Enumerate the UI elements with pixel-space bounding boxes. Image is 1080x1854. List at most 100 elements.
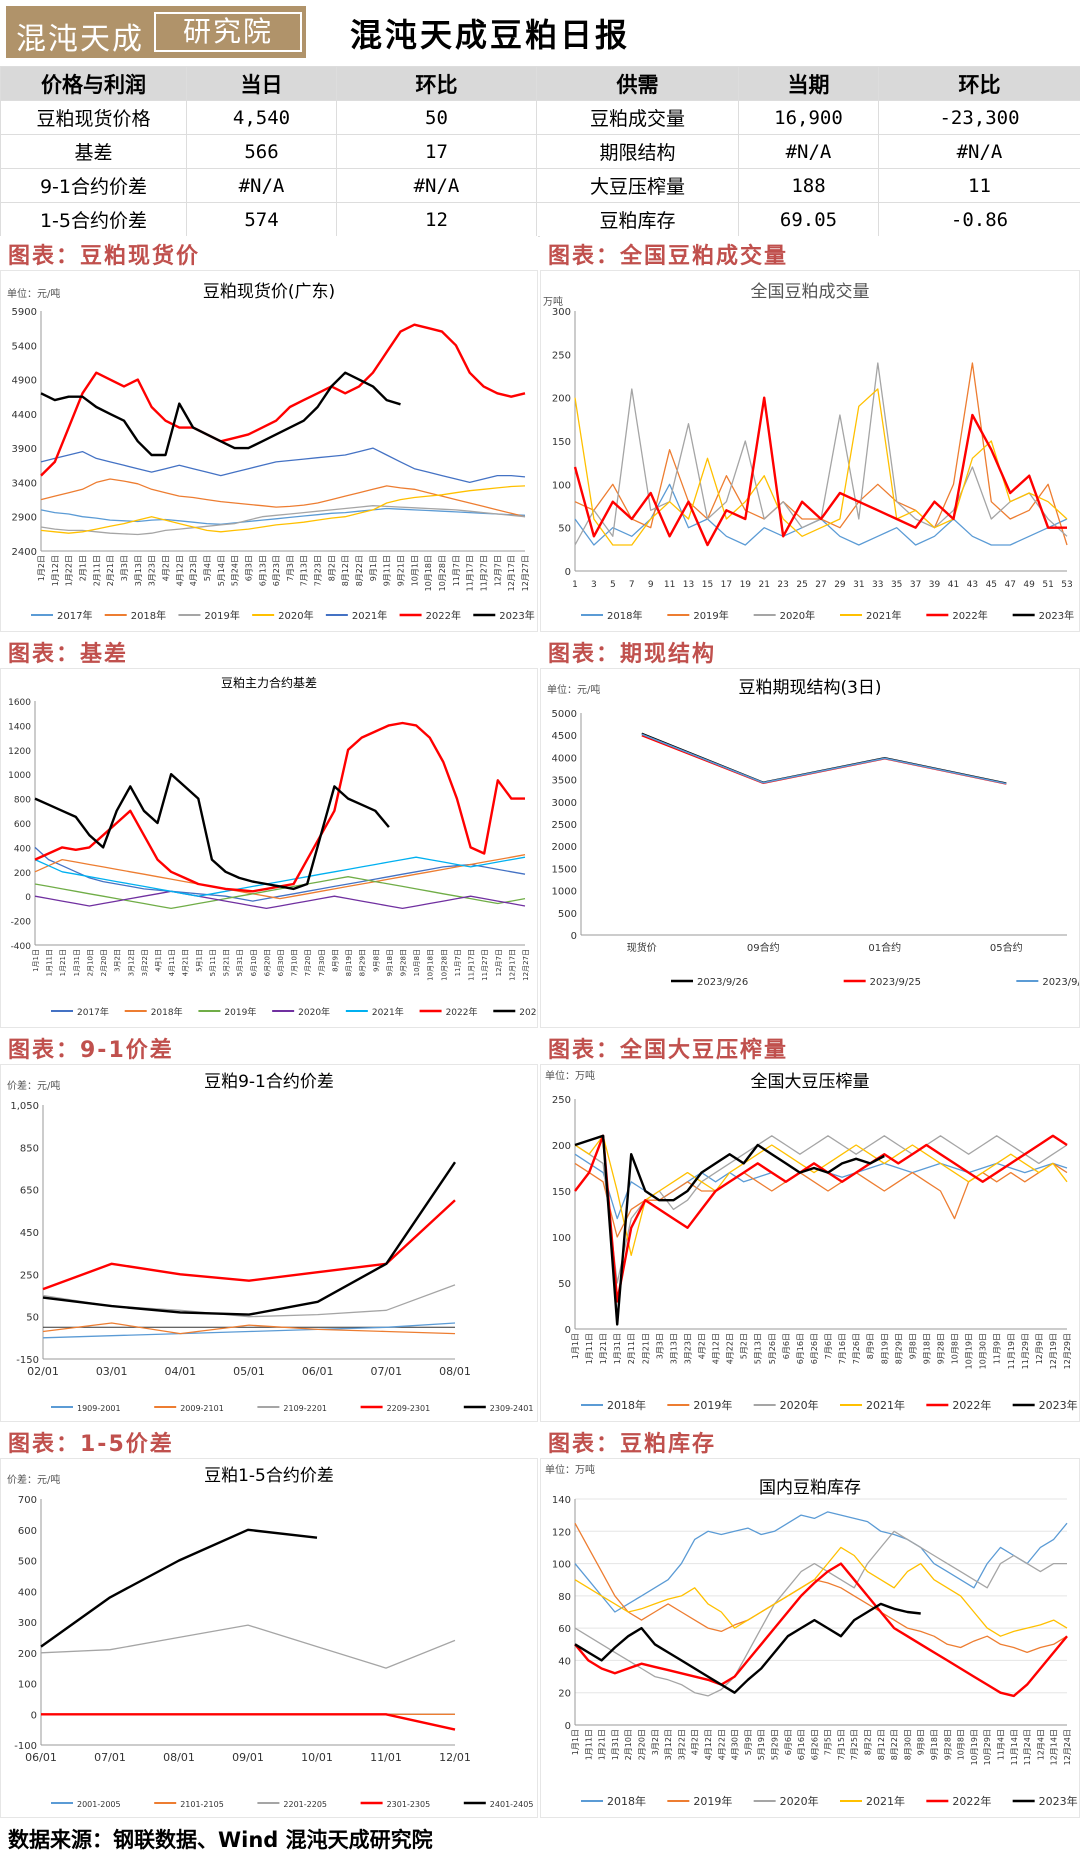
series-line (41, 448, 525, 482)
x-tick-label: 1月21日 (59, 949, 67, 976)
x-tick-label: 8月12日 (341, 555, 350, 586)
series-line (575, 1136, 1067, 1283)
x-tick-label: 12月17日 (508, 949, 516, 981)
x-tick-label: 10/01 (301, 1751, 333, 1764)
series-line (642, 736, 1007, 784)
x-tick-label: 3月12日 (127, 949, 135, 976)
x-tick-label: 3月13日 (134, 555, 143, 586)
x-tick-label: 1月12日 (51, 555, 60, 586)
unit-label: 单位：元/吨 (547, 683, 600, 696)
x-tick-label: 7 (629, 580, 635, 590)
y-tick-label: 100 (18, 1680, 37, 1691)
series-line (575, 1136, 1067, 1302)
row-label: 9-1合约价差 (1, 169, 187, 203)
x-tick-label: 10月18日 (424, 555, 433, 591)
x-tick-label: 7月3日 (286, 555, 295, 581)
y-tick-label: 450 (20, 1228, 39, 1239)
row-value: 566 (187, 135, 337, 169)
y-tick-label: 600 (18, 1526, 37, 1537)
x-tick-label: 29 (834, 580, 846, 590)
row-value: 4,540 (187, 101, 337, 135)
y-tick-label: 500 (18, 1557, 37, 1568)
y-tick-label: 400 (18, 1587, 37, 1598)
x-tick-label: 09合约 (747, 941, 780, 954)
x-tick-label: 4月11日 (168, 949, 176, 976)
legend-label: 2020年 (780, 609, 815, 622)
x-tick-label: 8月19日 (345, 949, 353, 976)
legend-label: 2018年 (607, 609, 642, 622)
y-tick-label: 400 (14, 844, 31, 854)
y-tick-label: 0 (25, 893, 31, 903)
y-tick-label: 650 (20, 1186, 39, 1197)
x-tick-label: 8月9日 (331, 949, 339, 972)
y-tick-label: 850 (20, 1143, 39, 1154)
x-tick-label: 1月21日 (598, 1729, 607, 1760)
x-tick-label: 8月2日 (327, 555, 336, 581)
series-line (41, 479, 525, 517)
x-tick-label: 43 (967, 580, 978, 590)
x-tick-label: 2月20日 (637, 1729, 646, 1760)
x-tick-label: 08/01 (439, 1365, 471, 1378)
y-tick-label: 60 (558, 1624, 571, 1635)
unit-label: 价差：元/吨 (7, 1473, 60, 1486)
y-tick-label: 1000 (8, 771, 31, 781)
legend-label: 2022年 (952, 609, 987, 622)
legend-label: 2021年 (866, 609, 901, 622)
panel-title: 图表：全国豆粕成交量 (548, 238, 788, 270)
legend-label: 2022年 (426, 609, 461, 622)
x-tick-label: 10月8日 (957, 1729, 966, 1760)
x-tick-label: 07/01 (370, 1365, 402, 1378)
x-tick-label: 1 (572, 580, 578, 590)
y-tick-label: 50 (558, 1279, 571, 1290)
line-chart: 豆粕9-1合约价差价差：元/吨-150502504506508501,05002… (1, 1065, 537, 1421)
x-tick-label: 9月8日 (908, 1333, 917, 1359)
x-tick-label: 33 (872, 580, 883, 590)
x-tick-label: 53 (1061, 580, 1072, 590)
logo-text-right: 研究院 (154, 12, 302, 52)
series-line (41, 1530, 317, 1647)
panel-title: 图表：1-5价差 (8, 1426, 174, 1458)
x-tick-label: 4月12日 (712, 1333, 721, 1364)
series-line (575, 1136, 1067, 1256)
series-line (43, 1200, 455, 1289)
x-tick-label: 12月29日 (1063, 1333, 1072, 1369)
x-tick-label: 11月29日 (1021, 1333, 1030, 1369)
x-tick-label: 8月12日 (877, 1729, 886, 1760)
x-tick-label: 12月19日 (1049, 1333, 1058, 1369)
x-tick-label: 6月30日 (277, 949, 285, 976)
x-tick-label: 现货价 (627, 941, 657, 954)
x-tick-label: 4月12日 (704, 1729, 713, 1760)
legend-label: 2022年 (952, 1794, 991, 1808)
x-tick-label: 9月11日 (383, 555, 392, 586)
legend-label: 2023年 (1039, 609, 1074, 622)
y-tick-label: 120 (552, 1527, 571, 1538)
x-tick-label: 9月28日 (400, 949, 408, 976)
x-tick-label: 8月29日 (894, 1333, 903, 1364)
x-tick-label: 4月30日 (731, 1729, 740, 1760)
x-tick-label: 4月12日 (175, 555, 184, 586)
series-line (642, 733, 1007, 783)
series-line (41, 373, 401, 455)
x-tick-label: 5月31日 (236, 949, 244, 976)
legend-label: 2023年 (519, 1006, 537, 1018)
x-tick-label: 1月21日 (599, 1333, 608, 1364)
x-tick-label: 08/01 (163, 1751, 195, 1764)
series-line (43, 1162, 455, 1314)
x-tick-label: 51 (1042, 580, 1053, 590)
x-tick-label: 8月29日 (359, 949, 367, 976)
series-line (41, 325, 525, 476)
row-value: #N/A (739, 135, 879, 169)
x-tick-label: 2月11日 (627, 1333, 636, 1364)
x-tick-label: 6月6日 (784, 1729, 793, 1755)
legend-label: 2021年 (866, 1398, 905, 1412)
legend-label: 2001-2005 (77, 1800, 121, 1809)
x-tick-label: 7月16日 (838, 1333, 847, 1364)
x-tick-label: 8月9日 (866, 1333, 875, 1359)
y-tick-label: 800 (14, 796, 31, 806)
x-tick-label: 5月19日 (757, 1729, 766, 1760)
